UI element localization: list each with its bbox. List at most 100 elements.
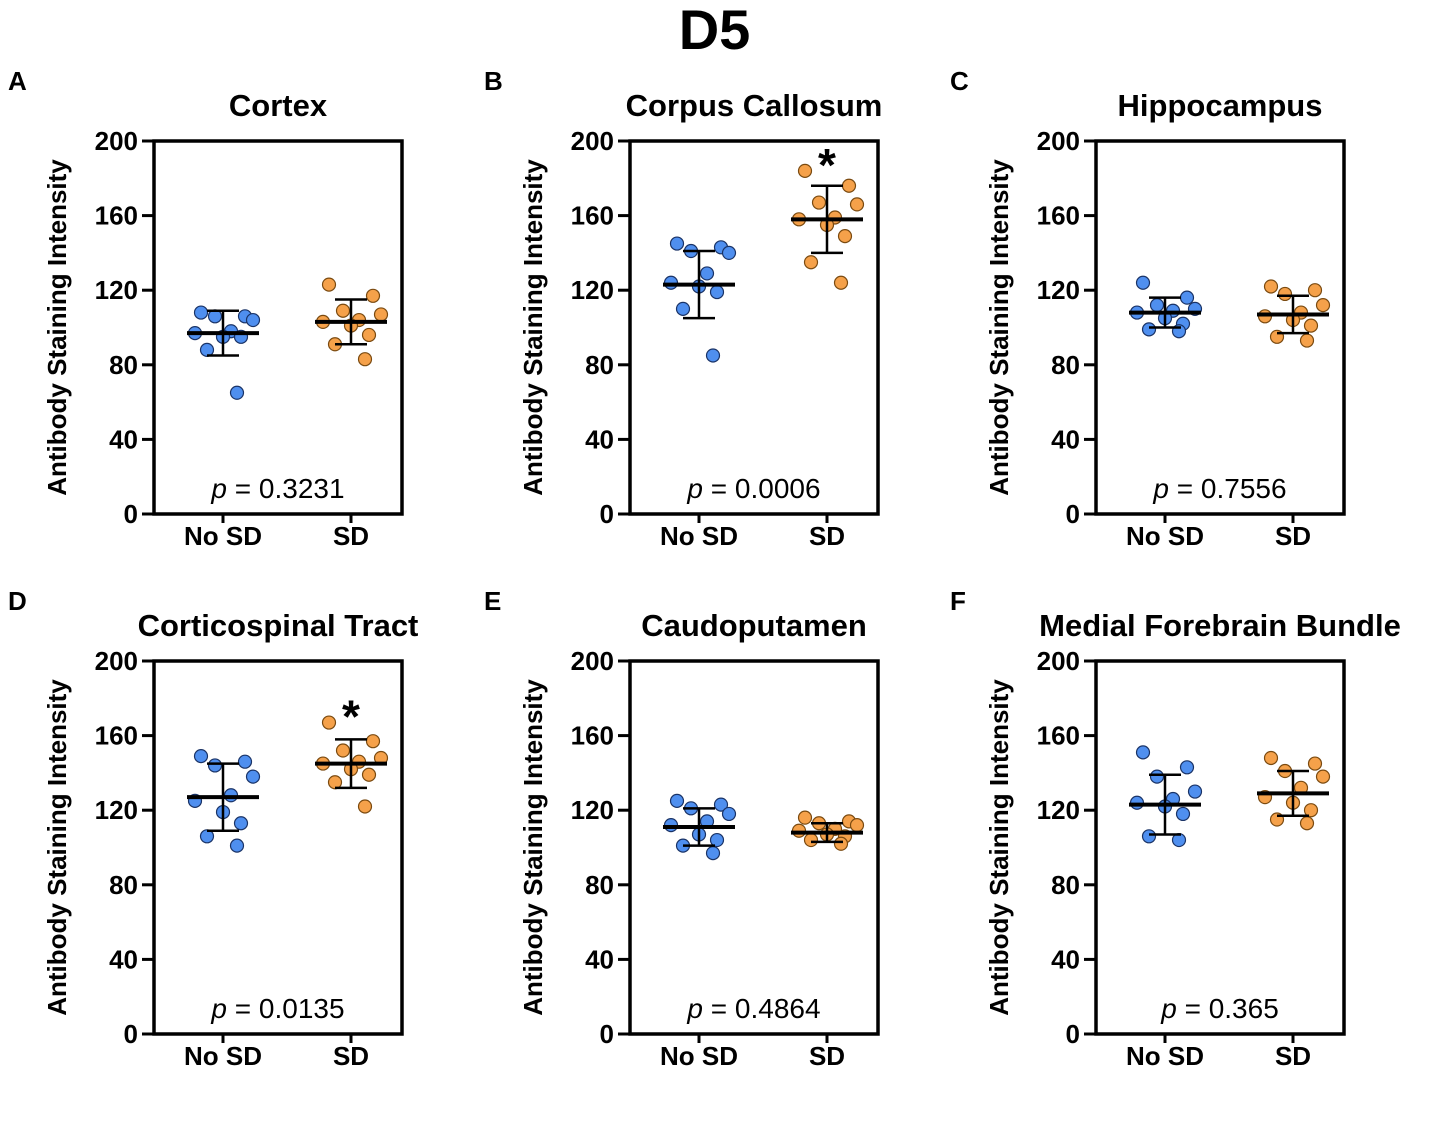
p-value: = 0.365 bbox=[1177, 993, 1279, 1024]
p-value-annotation: p = 0.3231 bbox=[210, 473, 344, 504]
chart-title: Corticospinal Tract bbox=[138, 608, 419, 643]
data-point bbox=[1179, 290, 1195, 305]
data-point bbox=[675, 301, 691, 316]
chart-title: Medial Forebrain Bundle bbox=[1039, 608, 1401, 643]
y-tick-label-200: 200 bbox=[1037, 126, 1080, 156]
panel-letter: D bbox=[8, 586, 27, 616]
series-no-sd bbox=[1129, 745, 1203, 848]
y-tick-label-80: 80 bbox=[585, 870, 614, 900]
data-point bbox=[1149, 769, 1165, 784]
data-point bbox=[1141, 829, 1157, 844]
data-point bbox=[669, 236, 685, 251]
data-point bbox=[841, 178, 857, 193]
y-axis-label: Antibody Staining Intensity bbox=[518, 159, 548, 496]
data-point bbox=[233, 816, 249, 831]
data-point bbox=[1315, 298, 1331, 313]
y-tick-label-40: 40 bbox=[1051, 424, 1080, 454]
data-point bbox=[709, 832, 725, 848]
data-point bbox=[1175, 806, 1191, 822]
chart-corpus-callosum: Corpus Callosum Antibody Staining Intensi… bbox=[518, 88, 882, 546]
series-sd bbox=[315, 715, 389, 814]
chart-title: Cortex bbox=[229, 88, 328, 123]
y-tick-label-160: 160 bbox=[1037, 201, 1080, 231]
data-point bbox=[1299, 816, 1315, 831]
data-point bbox=[321, 277, 337, 292]
data-point bbox=[1303, 318, 1319, 333]
data-point bbox=[361, 767, 377, 782]
x-tick-label-sd: SD bbox=[333, 521, 369, 546]
chart-hippocampus: Hippocampus Antibody Staining Intensity 0 4… bbox=[984, 88, 1346, 546]
x-tick-label-sd: SD bbox=[809, 1041, 845, 1066]
panel-a: A Cortex Antibody Staining Intensity 0 40 80… bbox=[8, 66, 484, 603]
plot-frame bbox=[1094, 659, 1346, 1036]
data-point bbox=[797, 810, 813, 825]
chart-corticospinal-tract: Corticospinal Tract Antibody Staining Int… bbox=[42, 608, 419, 1066]
data-point bbox=[713, 797, 729, 812]
x-tick-label-no-sd: No SD bbox=[1126, 521, 1204, 546]
series-no-sd bbox=[663, 793, 737, 861]
y-tick-label-160: 160 bbox=[95, 721, 138, 751]
p-value-annotation: p = 0.0006 bbox=[686, 473, 820, 504]
y-tick-label-0: 0 bbox=[124, 1019, 138, 1049]
data-point bbox=[849, 818, 865, 833]
y-tick-label-80: 80 bbox=[109, 870, 138, 900]
panel-d: D Corticospinal Tract Antibody Staining I… bbox=[8, 586, 484, 1123]
panel-e: E Caudoputamen Antibody Staining Intensit… bbox=[484, 586, 960, 1123]
data-point bbox=[373, 307, 389, 322]
y-tick-label-120: 120 bbox=[571, 795, 614, 825]
panel-c: C Hippocampus Antibody Staining Intensity… bbox=[950, 66, 1426, 603]
y-axis-label: Antibody Staining Intensity bbox=[984, 679, 1014, 1016]
p-symbol: p bbox=[210, 473, 227, 504]
data-point bbox=[357, 799, 373, 814]
p-value-annotation: p = 0.7556 bbox=[1152, 473, 1286, 504]
data-point bbox=[229, 838, 245, 853]
p-symbol: p bbox=[210, 993, 227, 1024]
series-no-sd bbox=[187, 749, 261, 853]
y-axis-label: Antibody Staining Intensity bbox=[984, 159, 1014, 496]
y-tick-label-160: 160 bbox=[1037, 721, 1080, 751]
data-point bbox=[229, 385, 245, 400]
y-tick-label-160: 160 bbox=[571, 201, 614, 231]
panel-letter: C bbox=[950, 66, 969, 96]
data-point bbox=[837, 229, 853, 244]
x-tick-label-no-sd: No SD bbox=[660, 521, 738, 546]
data-point bbox=[1263, 279, 1279, 294]
data-point bbox=[237, 754, 253, 769]
y-axis-label: Antibody Staining Intensity bbox=[42, 679, 72, 1016]
series-no-sd bbox=[663, 236, 737, 363]
p-value: = 0.3231 bbox=[227, 473, 345, 504]
series-sd bbox=[315, 277, 389, 367]
data-point bbox=[335, 743, 351, 758]
data-point bbox=[245, 312, 261, 328]
y-tick-label-200: 200 bbox=[95, 646, 138, 676]
data-point bbox=[1179, 760, 1195, 775]
p-value-annotation: p = 0.0135 bbox=[210, 993, 344, 1024]
data-point bbox=[193, 749, 209, 764]
y-tick-label-160: 160 bbox=[95, 201, 138, 231]
panel-letter: A bbox=[8, 66, 27, 96]
figure-title: D5 bbox=[678, 0, 751, 61]
data-point bbox=[1315, 769, 1331, 784]
panel-letter: E bbox=[484, 586, 502, 616]
y-tick-label-0: 0 bbox=[1066, 1019, 1080, 1049]
panel-f: F Medial Forebrain Bundle Antibody Staini… bbox=[950, 586, 1426, 1123]
data-point bbox=[365, 288, 381, 303]
panel-letter: B bbox=[484, 66, 503, 96]
y-tick-label-0: 0 bbox=[1066, 499, 1080, 529]
data-point bbox=[1135, 275, 1151, 290]
series-no-sd bbox=[1129, 275, 1203, 339]
data-point bbox=[1141, 322, 1157, 337]
data-point bbox=[357, 352, 373, 367]
x-tick-label-no-sd: No SD bbox=[1126, 1041, 1204, 1066]
y-tick-label-0: 0 bbox=[600, 499, 614, 529]
x-tick-label-sd: SD bbox=[1275, 521, 1311, 546]
p-symbol: p bbox=[1160, 993, 1177, 1024]
chart-medial-forebrain-bundle: Medial Forebrain Bundle Antibody Staining… bbox=[984, 608, 1401, 1066]
x-tick-label-sd: SD bbox=[333, 1041, 369, 1066]
plot-frame bbox=[152, 659, 404, 1036]
data-point bbox=[797, 163, 813, 178]
data-point bbox=[721, 806, 737, 822]
data-point bbox=[207, 758, 223, 773]
data-point bbox=[699, 266, 715, 281]
x-tick-label-no-sd: No SD bbox=[660, 1041, 738, 1066]
